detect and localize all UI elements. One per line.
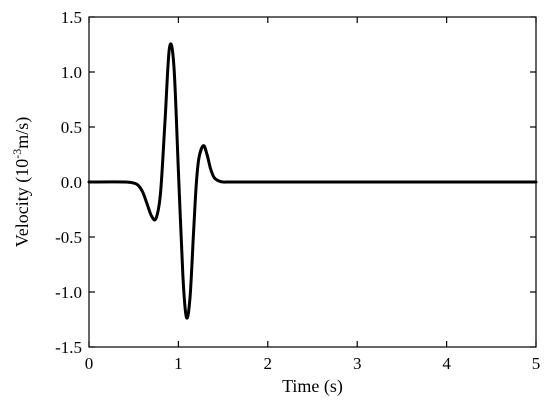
y-tick-label: 1.5 (61, 8, 82, 27)
y-axis-label-superscript: -3 (10, 149, 24, 159)
y-tick-label: -1.5 (55, 338, 82, 357)
x-tick-label: 1 (174, 354, 183, 373)
x-tick-label: 0 (85, 354, 94, 373)
y-tick-label: 0.0 (61, 173, 82, 192)
x-tick-label: 3 (353, 354, 362, 373)
plot-area: 0 1 2 3 4 5 -1.5 -1.0 -0.5 0.0 0.5 1.0 1.5 (55, 8, 540, 373)
x-tick-label: 4 (442, 354, 451, 373)
y-tick-label: 0.5 (61, 118, 82, 137)
y-axis-label-suffix: m/s) (12, 117, 33, 149)
tick-labels: 0 1 2 3 4 5 -1.5 -1.0 -0.5 0.0 0.5 1.0 1.5 (55, 8, 540, 373)
velocity-series-line (87, 42, 538, 320)
axis-ticks (88, 16, 537, 348)
y-tick-label: 1.0 (61, 63, 82, 82)
y-axis-label: Velocity (10-3m/s) (10, 117, 33, 248)
y-tick-label: -1.0 (55, 283, 82, 302)
y-tick-label: -0.5 (55, 228, 82, 247)
y-axis-label-prefix: Velocity (10 (12, 159, 33, 247)
x-tick-label: 2 (264, 354, 273, 373)
x-tick-label: 5 (532, 354, 541, 373)
x-axis-label: Time (s) (282, 376, 343, 397)
